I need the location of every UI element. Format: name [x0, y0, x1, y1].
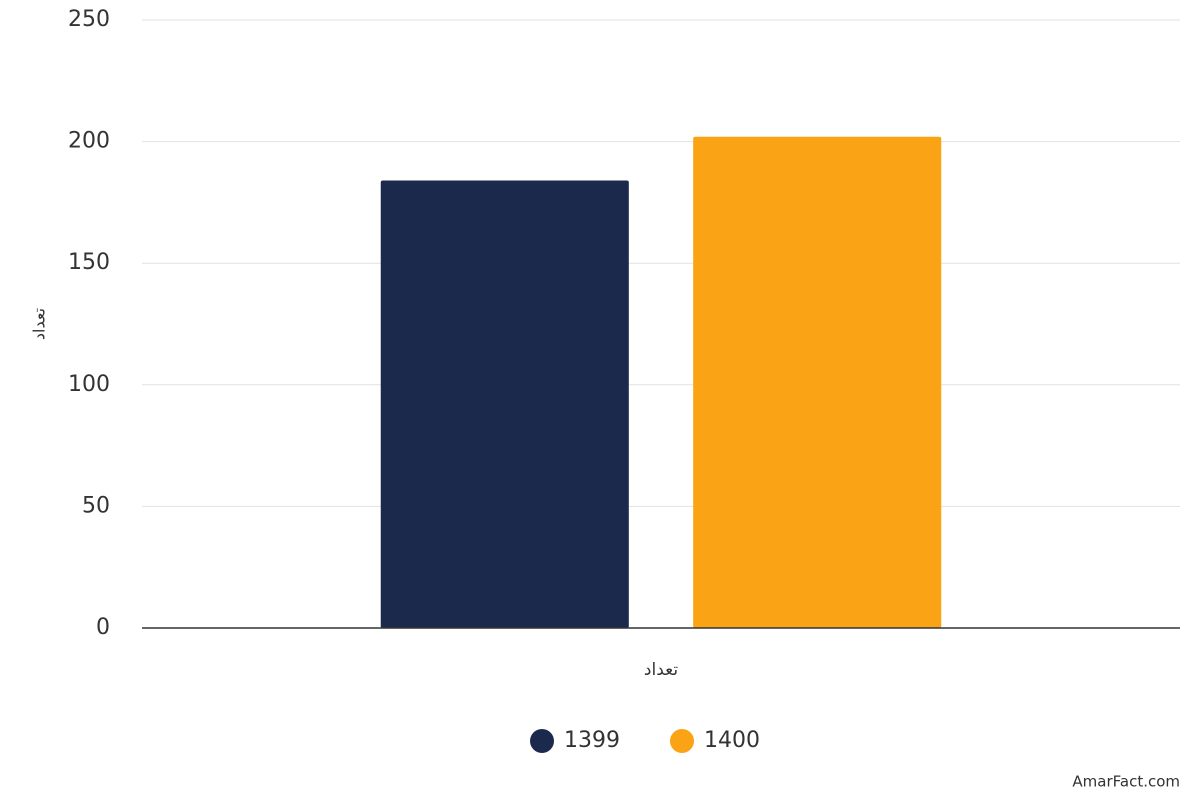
y-tick-label: 100	[68, 372, 110, 397]
legend-marker	[670, 729, 694, 753]
legend-label: 1399	[564, 728, 620, 753]
y-tick-label: 50	[82, 493, 110, 518]
y-axis-label: تعداد	[30, 308, 49, 340]
bar	[380, 180, 629, 628]
x-tick-label: تعداد	[644, 660, 678, 680]
y-tick-label: 250	[68, 7, 110, 32]
legend-marker	[530, 729, 554, 753]
credits: AmarFact.com	[1072, 773, 1180, 791]
legend-label: 1400	[704, 728, 760, 753]
y-tick-label: 200	[68, 129, 110, 154]
bar	[693, 136, 942, 628]
y-tick-label: 150	[68, 250, 110, 275]
y-tick-label: 0	[96, 615, 110, 640]
